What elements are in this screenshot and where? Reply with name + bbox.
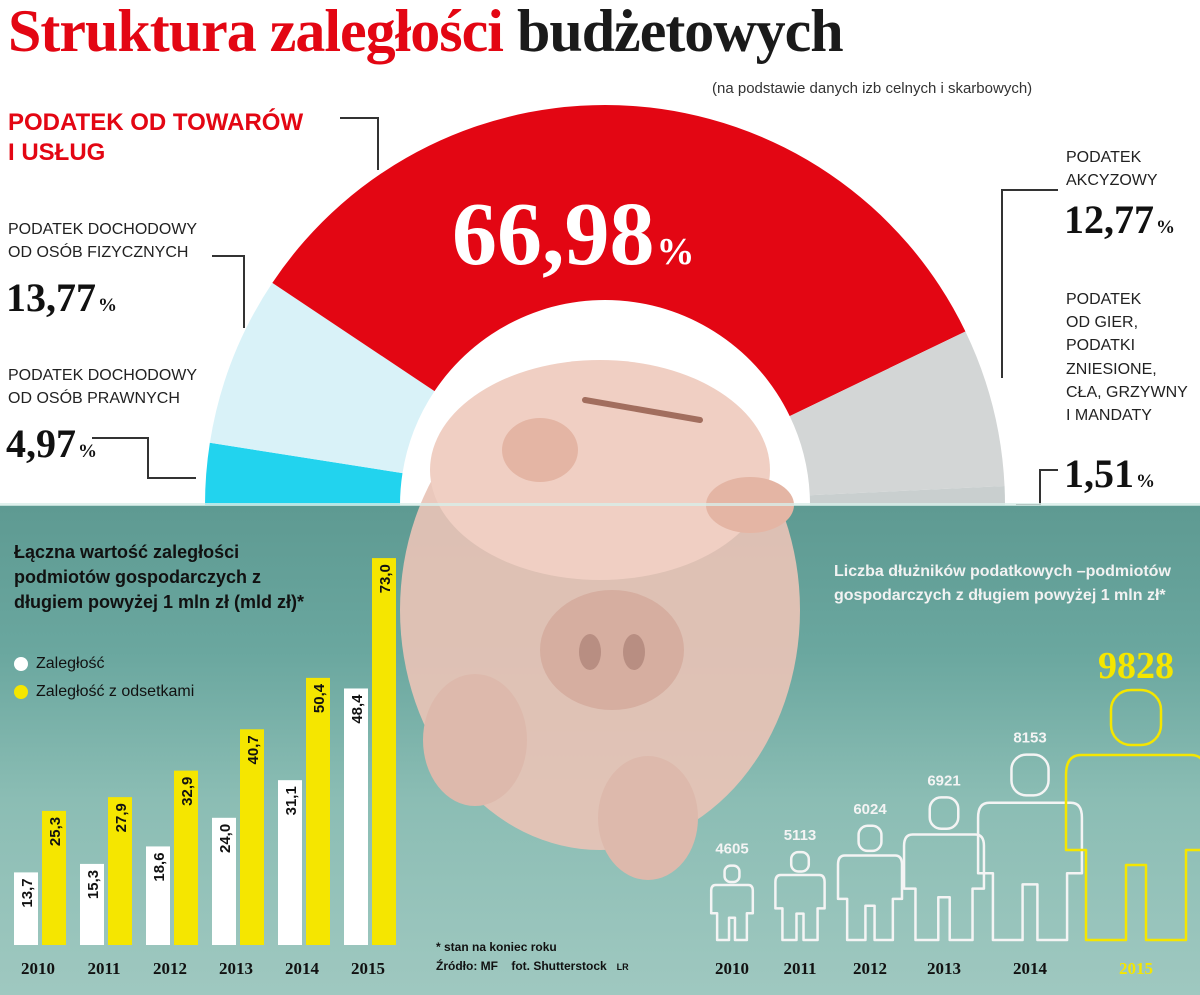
label-pit: PODATEK DOCHODOWY OD OSÓB FIZYCZNYCH	[8, 221, 198, 262]
wedge-vat	[272, 105, 966, 417]
bar-label-2011-0: 15,3	[85, 870, 102, 899]
label-vat: PODATEK OD TOWARÓW I USŁUG	[8, 109, 304, 166]
bar-year-2010: 2010	[21, 959, 55, 978]
leader-cit	[92, 437, 196, 479]
person-year-2012: 2012	[853, 959, 887, 978]
person-value-2010: 4605	[715, 841, 748, 858]
bar-2015-zaleglosc	[344, 688, 368, 945]
bar-label-2012-0: 18,6	[151, 852, 168, 881]
wedge-cit	[205, 442, 403, 505]
label-excise: PODATEK AKCYZOWY	[1066, 149, 1158, 190]
bar-2013-odsetki	[240, 729, 264, 945]
bar-year-2011: 2011	[87, 959, 120, 978]
person-value-2014: 8153	[1013, 730, 1046, 747]
legend-dot-white	[14, 657, 28, 671]
bar-label-2012-1: 32,9	[179, 777, 196, 806]
wedge-pit	[209, 282, 435, 474]
source-line: Źródło: MF fot. Shutterstock LR	[436, 959, 629, 974]
bar-2015-odsetki	[372, 558, 396, 945]
footnote: * stan na koniec roku	[436, 940, 557, 954]
bar-2010-odsetki	[42, 810, 66, 945]
label-other: PODATEK OD GIER, PODATKI ZNIESIONE, CŁA,…	[1066, 291, 1188, 424]
waterline	[0, 503, 1200, 506]
title-red: Struktura zaległości	[8, 0, 504, 64]
leader-excise	[1001, 189, 1058, 378]
bar-label-2013-0: 24,0	[217, 824, 234, 853]
leader-vat	[340, 117, 379, 170]
bar-chart-title: Łączna wartość zaległości podmiotów gosp…	[14, 542, 305, 612]
page-title: Struktura zaległości budżetowych	[8, 0, 844, 64]
bar-2012-odsetki	[174, 770, 198, 945]
bar-2011-zaleglosc	[80, 863, 104, 945]
person-2013	[902, 796, 986, 942]
bar-label-2014-0: 31,1	[283, 786, 300, 815]
person-2010	[709, 864, 755, 942]
bar-label-2010-1: 25,3	[47, 817, 64, 846]
bar-label-2011-1: 27,9	[113, 803, 130, 832]
person-year-2015: 2015	[1119, 959, 1153, 978]
bar-label-2015-1: 73,0	[377, 564, 394, 593]
bar-label-2013-1: 40,7	[245, 735, 262, 764]
person-value-2015: 9828	[1098, 645, 1174, 687]
person-year-2010: 2010	[715, 959, 749, 978]
person-value-2011: 5113	[784, 827, 817, 844]
wedge-other	[809, 486, 1005, 505]
value-pit: 13,77%	[6, 275, 117, 320]
bar-2014-odsetki	[306, 677, 330, 945]
person-2015	[1064, 688, 1200, 942]
bar-label-2010-0: 13,7	[19, 878, 36, 907]
person-year-2013: 2013	[927, 959, 961, 978]
person-year-2014: 2014	[1013, 959, 1048, 978]
value-other: 1,51%	[1064, 451, 1155, 496]
bar-2012-zaleglosc	[146, 846, 170, 945]
bar-label-2015-0: 48,4	[349, 694, 366, 724]
bar-2013-zaleglosc	[212, 817, 236, 945]
legend-item-zaleglosc: Zaległość	[14, 655, 104, 673]
bar-year-2014: 2014	[285, 959, 320, 978]
bar-year-2013: 2013	[219, 959, 253, 978]
bar-year-2015: 2015	[351, 959, 385, 978]
notes: * stan na koniec roku Źródło: MF fot. Sh…	[436, 938, 629, 976]
person-2014	[976, 753, 1084, 942]
people-chart-title: Liczba dłużników podatkowych –podmiotów …	[834, 563, 1171, 604]
person-value-2012: 6024	[853, 801, 887, 818]
subtitle: (na podstawie danych izb celnych i skarb…	[712, 80, 1033, 97]
piggy-bank-illustration	[400, 360, 800, 880]
leader-pit	[212, 255, 245, 328]
label-cit: PODATEK DOCHODOWY OD OSÓB PRAWNYCH	[8, 367, 198, 408]
value-vat: 66,98%	[452, 185, 695, 284]
value-excise: 12,77%	[1064, 197, 1175, 242]
person-value-2013: 6921	[927, 772, 960, 789]
title-black: budżetowych	[516, 0, 844, 64]
bar-label-2014-1: 50,4	[311, 683, 328, 713]
person-year-2011: 2011	[783, 959, 816, 978]
structure-chart	[92, 105, 1058, 506]
legend-item-zaleglosc-odsetki: Zaległość z odsetkami	[14, 683, 194, 701]
legend-dot-yellow	[14, 685, 28, 699]
person-2011	[774, 850, 826, 942]
bar-2014-zaleglosc	[278, 780, 302, 945]
bar-2011-odsetki	[108, 797, 132, 945]
wedge-excise	[789, 331, 1005, 496]
bar-2010-zaleglosc	[14, 872, 38, 945]
person-2012	[836, 824, 904, 942]
bar-year-2012: 2012	[153, 959, 187, 978]
value-cit: 4,97%	[6, 421, 97, 466]
